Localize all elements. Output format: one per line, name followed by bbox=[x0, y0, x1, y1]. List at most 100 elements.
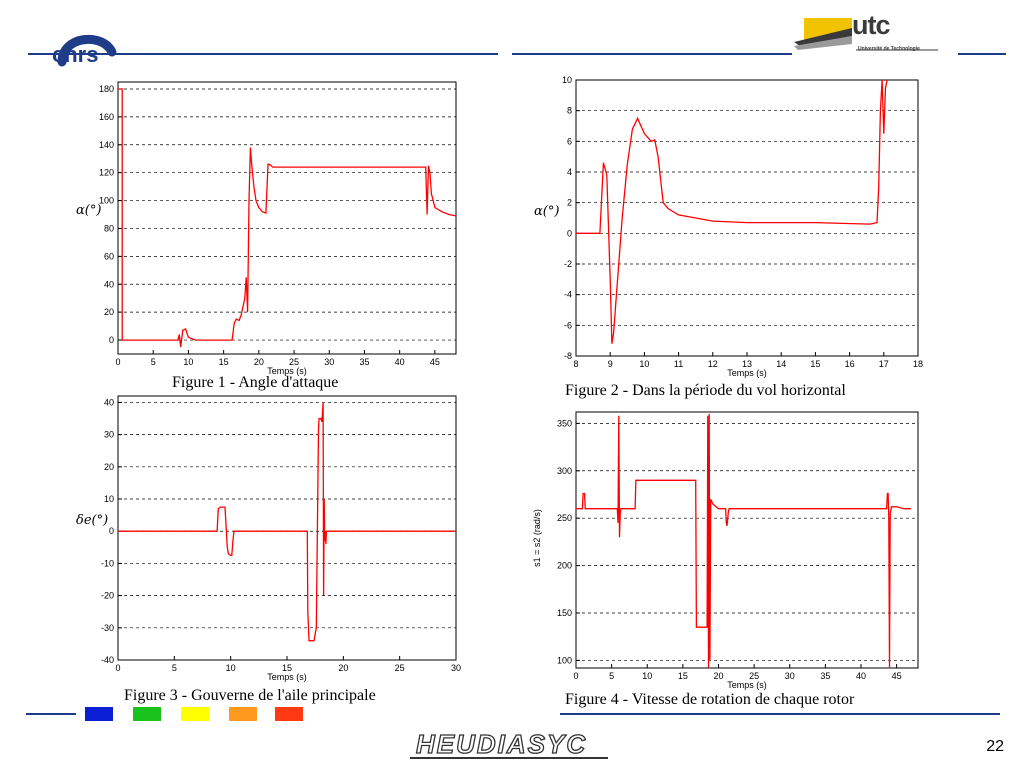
y-tick-label: -10 bbox=[101, 558, 114, 568]
x-tick-label: 8 bbox=[573, 359, 578, 369]
x-tick-label: 35 bbox=[820, 671, 830, 681]
x-tick-label: 30 bbox=[785, 671, 795, 681]
y-axis-label: α(°) bbox=[76, 203, 101, 218]
y-tick-label: 20 bbox=[104, 462, 114, 472]
x-tick-label: 18 bbox=[913, 359, 923, 369]
cnrs-logo: cnrs bbox=[52, 34, 117, 67]
heudiasyc-logo: HEUDIASYC bbox=[410, 728, 608, 760]
y-tick-label: 4 bbox=[567, 167, 572, 177]
x-axis-label: Temps (s) bbox=[727, 368, 767, 378]
y-tick-label: -2 bbox=[564, 259, 572, 269]
x-axis-label: Temps (s) bbox=[267, 366, 307, 376]
plot-frame bbox=[117, 81, 457, 355]
x-tick-label: 40 bbox=[395, 357, 405, 367]
heudiasyc-wordmark: HEUDIASYC bbox=[416, 729, 587, 759]
x-axis-label: Temps (s) bbox=[267, 672, 307, 682]
series-line bbox=[576, 80, 888, 344]
footer-rule-right bbox=[560, 713, 1000, 715]
utc-logo bbox=[794, 18, 938, 51]
series-line bbox=[576, 413, 911, 668]
y-tick-label: 160 bbox=[99, 112, 114, 122]
x-tick-label: 45 bbox=[892, 671, 902, 681]
caption-figure-4: Figure 4 - Vitesse de rotation de chaque… bbox=[565, 691, 855, 708]
utc-wordmark: utc bbox=[852, 10, 890, 40]
utc-subtitle: Université de Technologie bbox=[858, 46, 920, 52]
x-tick-label: 10 bbox=[642, 671, 652, 681]
x-tick-label: 20 bbox=[713, 671, 723, 681]
caption-figure-2: Figure 2 - Dans la période du vol horizo… bbox=[565, 382, 846, 399]
x-tick-label: 11 bbox=[674, 359, 683, 369]
footer-rule-left bbox=[26, 713, 76, 715]
y-tick-label: 250 bbox=[557, 513, 572, 523]
x-tick-label: 5 bbox=[172, 663, 177, 673]
y-tick-label: 10 bbox=[104, 494, 114, 504]
x-tick-label: 30 bbox=[324, 357, 334, 367]
x-tick-label: 10 bbox=[183, 357, 193, 367]
y-tick-label: 0 bbox=[567, 228, 572, 238]
x-tick-label: 30 bbox=[451, 663, 461, 673]
y-axis-label: δe(°) bbox=[76, 513, 108, 528]
x-tick-label: 10 bbox=[639, 359, 649, 369]
series-line bbox=[118, 402, 456, 642]
series-line bbox=[118, 88, 456, 348]
svg-text:cnrs: cnrs bbox=[52, 42, 98, 67]
y-tick-label: -40 bbox=[101, 655, 114, 665]
x-tick-label: 15 bbox=[810, 359, 820, 369]
x-tick-label: 40 bbox=[856, 671, 866, 681]
x-tick-label: 25 bbox=[395, 663, 405, 673]
color-square-blue bbox=[85, 707, 113, 721]
x-tick-label: 5 bbox=[609, 671, 614, 681]
y-tick-label: 30 bbox=[104, 430, 114, 440]
x-tick-label: 15 bbox=[282, 663, 292, 673]
header-rule-left bbox=[28, 53, 498, 55]
chart-vol-horizontal: -8 -6 -4 -2 0 2 4 6 8 10 8 9 10 11 12 13 14 15 16 17 18 Temps… bbox=[534, 75, 923, 378]
y-tick-label: 180 bbox=[99, 84, 114, 94]
y-tick-label: 350 bbox=[557, 418, 572, 428]
y-tick-label: -6 bbox=[564, 320, 572, 330]
chart-vitesse-rotor: 100 150 200 250 300 350 0 5 10 15 20 25 30 35 40 45 Temp… bbox=[532, 411, 919, 690]
color-square-green bbox=[133, 707, 161, 721]
x-tick-label: 13 bbox=[742, 359, 752, 369]
y-tick-label: 140 bbox=[99, 140, 114, 150]
plot-frame bbox=[575, 79, 919, 357]
y-tick-label: 0 bbox=[109, 526, 114, 536]
page-number: 22 bbox=[986, 738, 1004, 755]
y-tick-label: 100 bbox=[557, 655, 572, 665]
y-tick-label: 100 bbox=[99, 196, 114, 206]
x-tick-label: 12 bbox=[708, 359, 718, 369]
header-rule-far-right bbox=[958, 53, 1006, 55]
y-tick-label: 10 bbox=[562, 75, 572, 85]
x-tick-label: 25 bbox=[749, 671, 759, 681]
x-tick-label: 20 bbox=[338, 663, 348, 673]
color-square-yellow bbox=[181, 707, 209, 721]
x-tick-label: 14 bbox=[776, 359, 786, 369]
color-square-orange bbox=[229, 707, 257, 721]
color-square-red bbox=[275, 707, 303, 721]
x-axis-label: Temps (s) bbox=[727, 680, 767, 690]
y-tick-label: 150 bbox=[557, 608, 572, 618]
header-rule-right bbox=[512, 53, 792, 55]
x-tick-label: 17 bbox=[879, 359, 889, 369]
x-tick-label: 15 bbox=[678, 671, 688, 681]
x-tick-label: 0 bbox=[115, 663, 120, 673]
y-axis-label: s1 = s2 (rad/s) bbox=[532, 509, 542, 567]
plot-frame bbox=[575, 411, 919, 669]
x-tick-label: 10 bbox=[226, 663, 236, 673]
x-tick-label: 45 bbox=[430, 357, 440, 367]
y-tick-label: 40 bbox=[104, 279, 114, 289]
x-tick-label: 0 bbox=[573, 671, 578, 681]
y-tick-label: 60 bbox=[104, 251, 114, 261]
caption-figure-1: Figure 1 - Angle d'attaque bbox=[172, 374, 339, 391]
x-tick-label: 0 bbox=[115, 357, 120, 367]
caption-figure-3: Figure 3 - Gouverne de l'aile principale bbox=[124, 687, 376, 704]
y-tick-label: 2 bbox=[567, 198, 572, 208]
plot-frame bbox=[117, 395, 457, 661]
y-tick-label: -4 bbox=[564, 290, 572, 300]
y-tick-label: 20 bbox=[104, 307, 114, 317]
x-tick-label: 35 bbox=[359, 357, 369, 367]
y-tick-label: 200 bbox=[557, 561, 572, 571]
y-tick-label: 6 bbox=[567, 136, 572, 146]
x-tick-label: 5 bbox=[151, 357, 156, 367]
y-axis-label: α(°) bbox=[534, 204, 559, 219]
y-tick-label: -8 bbox=[564, 351, 572, 361]
